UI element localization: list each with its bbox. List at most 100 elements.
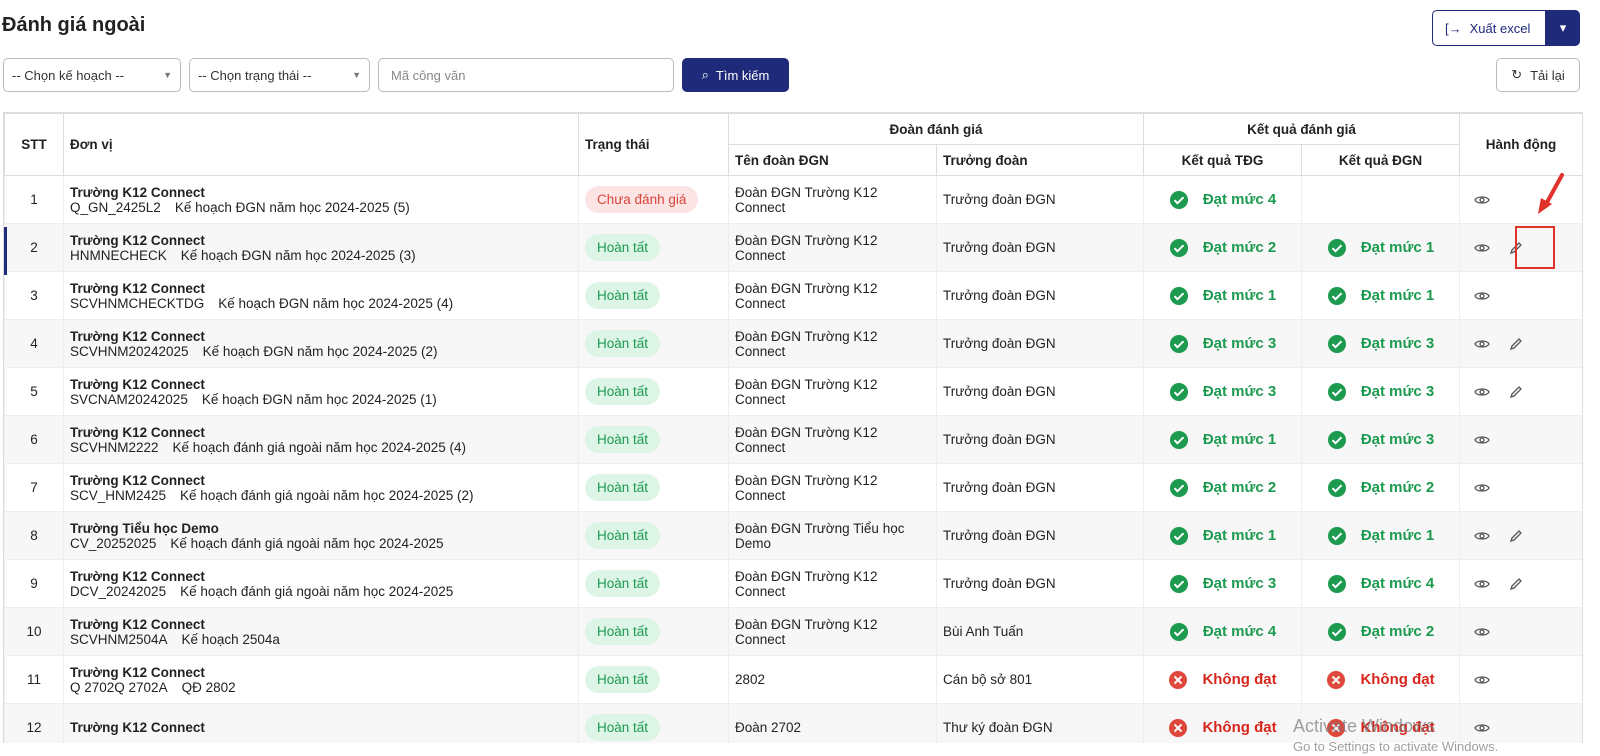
- header-status: Trạng thái: [578, 113, 729, 176]
- header-unit: Đơn vị: [63, 113, 579, 176]
- edit-button[interactable]: [1508, 336, 1524, 352]
- table-container: STT Đơn vị Trạng thái Đoàn đánh giá Kết …: [3, 112, 1583, 743]
- pass-icon: [1169, 190, 1188, 209]
- view-button[interactable]: [1474, 384, 1490, 400]
- actions: [1466, 384, 1577, 400]
- tdg-label: Đạt mức 3: [1202, 575, 1277, 592]
- tdg-label: Đạt mức 2: [1202, 479, 1277, 496]
- view-button[interactable]: [1474, 192, 1490, 208]
- view-button[interactable]: [1474, 720, 1490, 736]
- header-result-group: Kết quả đánh giá: [1143, 113, 1461, 145]
- dgn-result: Đạt mức 1: [1308, 286, 1453, 306]
- tdg-result: Đạt mức 4: [1150, 622, 1295, 642]
- status-select[interactable]: -- Chọn trạng thái -- ▼: [189, 58, 370, 92]
- edit-button[interactable]: [1508, 240, 1524, 256]
- plan-name: Kế hoạch ĐGN năm học 2024-2025 (5): [174, 199, 410, 215]
- dgn-cell: Đạt mức 3: [1301, 367, 1460, 416]
- view-button[interactable]: [1474, 240, 1490, 256]
- table-row: 1 Trường K12 Connect Q_GN_2425L2 Kế hoạch Đ…: [4, 175, 1582, 224]
- tdg-label: Đạt mức 1: [1202, 431, 1277, 448]
- plan-select[interactable]: -- Chọn kế hoạch -- ▼: [3, 58, 181, 92]
- search-icon: ⌕: [701, 67, 709, 82]
- edit-button[interactable]: [1508, 528, 1524, 544]
- plan-name: Kế hoạch ĐGN năm học 2024-2025 (1): [201, 391, 437, 407]
- leader-cell: Trưởng đoàn ĐGN: [935, 415, 1144, 464]
- tdg-result: Đạt mức 1: [1150, 286, 1295, 306]
- status-tag: Hoàn tất: [585, 426, 661, 453]
- doc-code: Q_GN_2425L2: [70, 199, 161, 215]
- pass-icon: [1169, 622, 1188, 641]
- unit-name: Trường K12 Connect: [70, 328, 205, 344]
- view-button[interactable]: [1474, 624, 1490, 640]
- team-cell: Đoàn ĐGN Trường K12 Connect: [728, 319, 937, 368]
- actions-cell: [1459, 607, 1582, 656]
- dgn-result: Không đạt: [1308, 670, 1453, 690]
- dgn-cell: Đạt mức 4: [1301, 559, 1460, 608]
- leader-cell: Trưởng đoàn ĐGN: [935, 175, 1144, 224]
- tdg-label: Không đạt: [1202, 719, 1277, 736]
- team-cell: Đoàn ĐGN Trường K12 Connect: [728, 559, 937, 608]
- view-button[interactable]: [1474, 288, 1490, 304]
- search-label: Tìm kiếm: [715, 67, 770, 83]
- code-input[interactable]: Mã công văn: [378, 58, 674, 92]
- plan-placeholder: -- Chọn kế hoạch --: [12, 67, 124, 83]
- view-button[interactable]: [1474, 576, 1490, 592]
- plan-name: Kế hoạch đánh giá ngoài năm học 2024-202…: [172, 439, 467, 455]
- export-dropdown[interactable]: ▾: [1546, 10, 1580, 46]
- plan-name: Kế hoạch đánh giá ngoài năm học 2024-202…: [180, 487, 474, 503]
- export-button[interactable]: [→ Xuất excel: [1432, 10, 1546, 46]
- search-button[interactable]: ⌕ Tìm kiếm: [682, 58, 789, 92]
- unit-meta: Q_GN_2425L2 Kế hoạch ĐGN năm học 2024-202…: [70, 200, 572, 215]
- unit-cell: Trường K12 Connect: [63, 703, 579, 743]
- tdg-cell: Đạt mức 1: [1143, 271, 1302, 320]
- reload-button[interactable]: ↻ Tải lại: [1496, 58, 1580, 92]
- view-button[interactable]: [1474, 672, 1490, 688]
- actions-cell: [1459, 415, 1582, 464]
- pass-icon: [1327, 382, 1346, 401]
- actions: [1466, 288, 1577, 304]
- dgn-label: Không đạt: [1360, 719, 1435, 736]
- view-button[interactable]: [1474, 480, 1490, 496]
- view-button[interactable]: [1474, 528, 1490, 544]
- team-cell: Đoàn ĐGN Trường K12 Connect: [728, 223, 937, 272]
- tdg-cell: Đạt mức 3: [1143, 559, 1302, 608]
- pass-icon: [1169, 238, 1188, 257]
- stt-cell: 7: [4, 463, 64, 512]
- dgn-label: Đạt mức 1: [1360, 239, 1435, 256]
- leader-cell: Trưởng đoàn ĐGN: [935, 223, 1144, 272]
- tdg-result: Đạt mức 4: [1150, 190, 1295, 210]
- unit-name: Trường Tiểu học Demo: [70, 520, 219, 536]
- pass-icon: [1169, 526, 1188, 545]
- view-button[interactable]: [1474, 432, 1490, 448]
- tdg-cell: Đạt mức 1: [1143, 415, 1302, 464]
- actions-cell: [1459, 655, 1582, 704]
- pass-icon: [1169, 334, 1188, 353]
- unit-cell: Trường Tiểu học Demo CV_20252025 Kế hoạch …: [63, 511, 579, 560]
- header-team: Tên đoàn ĐGN: [728, 144, 937, 176]
- view-button[interactable]: [1474, 336, 1490, 352]
- pass-icon: [1169, 574, 1188, 593]
- tdg-cell: Không đạt: [1143, 703, 1302, 743]
- dgn-cell: Đạt mức 3: [1301, 415, 1460, 464]
- pass-icon: [1327, 574, 1346, 593]
- edit-button[interactable]: [1508, 576, 1524, 592]
- status-tag: Hoàn tất: [585, 522, 661, 549]
- stt-cell: 4: [4, 319, 64, 368]
- dgn-result: Đạt mức 3: [1308, 334, 1453, 354]
- leader-cell: Thư ký đoàn ĐGN: [935, 703, 1144, 743]
- unit-cell: Trường K12 Connect Q_GN_2425L2 Kế hoạch ĐG…: [63, 175, 579, 224]
- dgn-result: Đạt mức 4: [1308, 574, 1453, 594]
- table-row: 5 Trường K12 Connect SVCNAM20242025 Kế hoạc…: [4, 367, 1582, 416]
- status-cell: Hoàn tất: [578, 319, 729, 368]
- stt-cell: 3: [4, 271, 64, 320]
- unit-cell: Trường K12 Connect SVCNAM20242025 Kế hoạch…: [63, 367, 579, 416]
- unit-meta: HNMNECHECK Kế hoạch ĐGN năm học 2024-2025…: [70, 248, 572, 263]
- doc-code: SCVHNM2504A: [70, 631, 168, 647]
- edit-button[interactable]: [1508, 384, 1524, 400]
- tdg-cell: Đạt mức 2: [1143, 463, 1302, 512]
- plan-name: Kế hoạch đánh giá ngoài năm học 2024-202…: [180, 583, 454, 599]
- dgn-label: Đạt mức 2: [1360, 479, 1435, 496]
- dgn-cell: Đạt mức 3: [1301, 319, 1460, 368]
- leader-cell: Trưởng đoàn ĐGN: [935, 271, 1144, 320]
- dgn-result: Đạt mức 2: [1308, 622, 1453, 642]
